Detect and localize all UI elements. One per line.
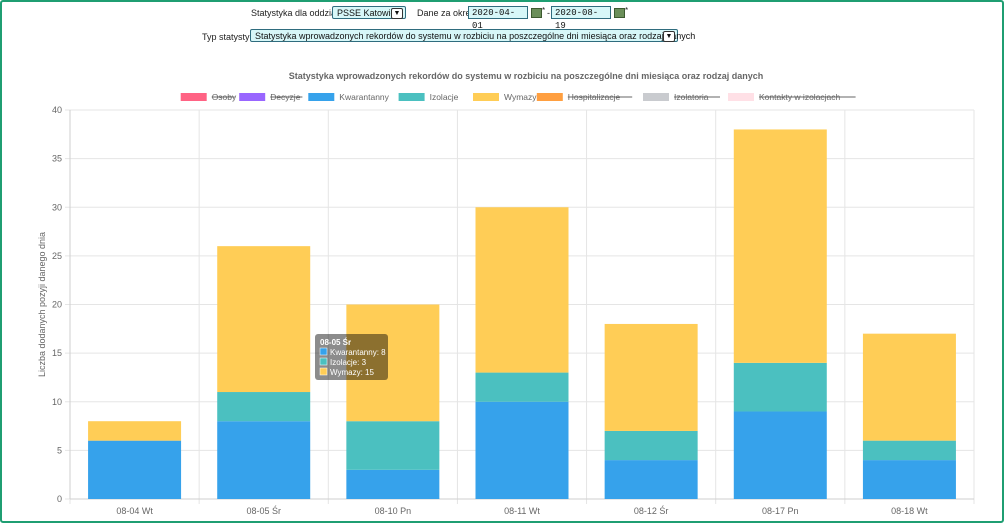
bar-kwarantanny-1	[217, 421, 311, 499]
y-axis-label: Liczba dodanych pozyji danego dnia	[37, 232, 47, 377]
bar-wymazy-1	[217, 246, 311, 393]
y-tick-label: 0	[57, 494, 62, 504]
tooltip-title: 08-05 Śr	[320, 338, 351, 347]
bar-wymazy-2	[346, 304, 440, 422]
legend-swatch	[536, 93, 563, 101]
legend-item-wymazy: Wymazy	[504, 92, 537, 102]
x-tick-label: 08-12 Śr	[634, 505, 669, 516]
y-tick-label: 10	[52, 397, 62, 407]
bar-kwarantanny-6	[862, 460, 956, 499]
y-tick-label: 5	[57, 445, 62, 455]
y-tick-label: 30	[52, 202, 62, 212]
date-from-input[interactable]: 2020-04-01	[468, 6, 528, 31]
x-tick-label: 08-05 Śr	[246, 505, 281, 516]
bar-wymazy-6	[862, 333, 956, 441]
bar-kwarantanny-2	[346, 469, 440, 499]
type-label: Typ statystyki:	[202, 32, 259, 42]
legend-swatch	[180, 93, 207, 101]
y-tick-label: 25	[52, 251, 62, 261]
bar-wymazy-0	[88, 421, 182, 441]
legend-swatch	[308, 93, 335, 101]
bar-kwarantanny-5	[733, 411, 827, 499]
x-tick-label: 08-04 Wt	[116, 506, 153, 516]
legend-item-kwarantanny: Kwarantanny	[339, 92, 389, 102]
y-tick-label: 15	[52, 348, 62, 358]
legend-item-izolacje: Izolacje	[430, 92, 459, 102]
bar-kwarantanny-4	[604, 460, 698, 499]
y-tick-label: 40	[52, 105, 62, 115]
tooltip-line: Wymazy: 15	[330, 368, 374, 377]
x-tick-label: 08-11 Wt	[504, 506, 540, 516]
calendar-icon[interactable]	[531, 8, 542, 18]
tooltip-swatch	[319, 367, 328, 376]
bar-izolacje-3	[475, 372, 569, 402]
bar-izolacje-4	[604, 430, 698, 461]
required-mark: *	[542, 6, 546, 15]
chevron-down-icon: ▼	[391, 8, 403, 19]
x-tick-label: 08-18 Wt	[891, 506, 928, 516]
date-to-input[interactable]: 2020-08-19	[551, 6, 611, 31]
tooltip-box	[315, 334, 388, 380]
required-mark: *	[625, 6, 629, 15]
bar-wymazy-5	[733, 129, 827, 363]
legend-swatch	[728, 93, 754, 101]
tooltip-swatch	[319, 347, 328, 356]
bar-izolacje-1	[217, 392, 311, 422]
date-separator: -	[547, 8, 550, 18]
tooltip-line: Kwarantanny: 8	[330, 348, 386, 357]
bar-izolacje-5	[733, 362, 827, 412]
type-select[interactable]: Statystyka wprowadzonych rekordów do sys…	[250, 29, 695, 42]
legend-swatch	[398, 93, 425, 101]
tooltip-line: Izolacje: 3	[330, 358, 367, 367]
chevron-down-icon: ▼	[663, 31, 675, 42]
legend-swatch	[473, 93, 499, 101]
type-select-value: Statystyka wprowadzonych rekordów do sys…	[255, 31, 696, 41]
bar-wymazy-3	[475, 207, 569, 373]
legend-swatch	[239, 93, 266, 101]
chart-title: Statystyka wprowadzonych rekordów do sys…	[289, 71, 764, 81]
branch-select-value: PSSE Katowice	[337, 8, 401, 18]
tooltip-swatch	[319, 357, 328, 366]
bar-kwarantanny-0	[88, 440, 182, 499]
y-tick-label: 20	[52, 300, 62, 310]
branch-label: Statystyka dla oddziału :	[251, 8, 349, 18]
bar-wymazy-4	[604, 323, 698, 431]
bar-izolacje-6	[862, 440, 956, 461]
bar-kwarantanny-3	[475, 401, 569, 499]
y-tick-label: 35	[52, 154, 62, 164]
calendar-icon[interactable]	[614, 8, 625, 18]
x-tick-label: 08-10 Pn	[375, 506, 412, 516]
branch-select[interactable]: PSSE Katowice ▼	[332, 6, 406, 19]
bar-izolacje-2	[346, 421, 440, 470]
x-tick-label: 08-17 Pn	[762, 506, 799, 516]
legend-swatch	[643, 93, 669, 101]
period-label: Dane za okres :	[417, 8, 481, 18]
